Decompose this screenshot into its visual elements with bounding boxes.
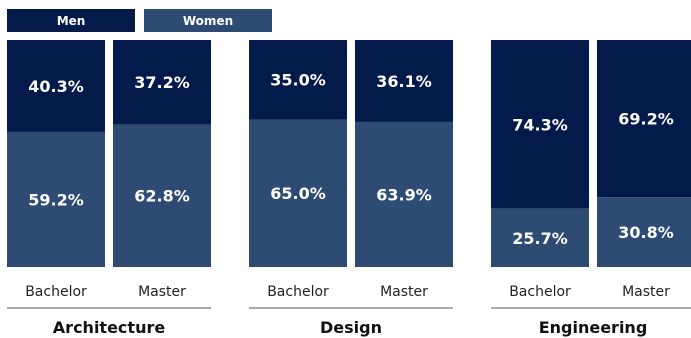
bar-design-master-women [355,121,453,268]
bar-design-bachelor-women [249,119,347,267]
label-architecture-master-women: 62.8% [134,187,190,206]
label-design-bachelor-women: 65.0% [270,184,326,203]
category-label-design-bachelor: Bachelor [267,284,329,300]
label-design-master-men: 36.1% [376,72,432,91]
legend-women: Women [144,9,272,32]
label-engineering-master-women: 30.8% [618,223,674,242]
legend-men: Men [7,9,135,32]
bar-architecture-master-women [113,124,211,267]
group-label-engineering: Engineering [539,318,648,337]
label-design-master-women: 63.9% [376,185,432,204]
category-label-architecture-master: Master [138,284,186,300]
bar-design-bachelor-men [249,40,347,120]
category-label-design-master: Master [380,284,428,300]
group-label-design: Design [320,318,382,337]
label-architecture-bachelor-women: 59.2% [28,190,84,209]
label-engineering-bachelor-men: 74.3% [512,115,568,134]
bar-architecture-bachelor-women [7,131,105,267]
bar-engineering-bachelor-men [491,40,589,209]
label-engineering-master-men: 69.2% [618,110,674,129]
label-architecture-master-men: 37.2% [134,73,190,92]
category-label-architecture-bachelor: Bachelor [25,284,87,300]
bar-engineering-master-men [597,40,691,198]
category-label-engineering-master: Master [622,284,670,300]
label-architecture-bachelor-men: 40.3% [28,77,84,96]
bar-architecture-master-men [113,40,211,125]
bar-engineering-master-women [597,197,691,267]
label-design-bachelor-men: 35.0% [270,71,326,90]
bar-engineering-bachelor-women [491,208,589,267]
category-label-engineering-bachelor: Bachelor [509,284,571,300]
bar-design-master-men [355,40,453,122]
label-engineering-bachelor-women: 25.7% [512,229,568,248]
group-label-architecture: Architecture [53,318,166,337]
bar-architecture-bachelor-men [7,40,105,132]
